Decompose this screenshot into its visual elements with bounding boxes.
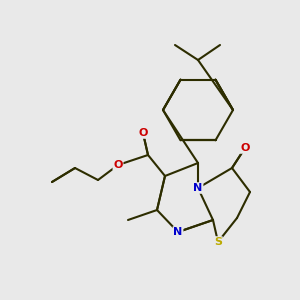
Text: S: S — [214, 237, 222, 247]
Text: O: O — [138, 128, 148, 138]
Text: O: O — [113, 160, 123, 170]
Text: N: N — [173, 227, 183, 237]
Text: N: N — [194, 183, 202, 193]
Text: O: O — [240, 143, 250, 153]
